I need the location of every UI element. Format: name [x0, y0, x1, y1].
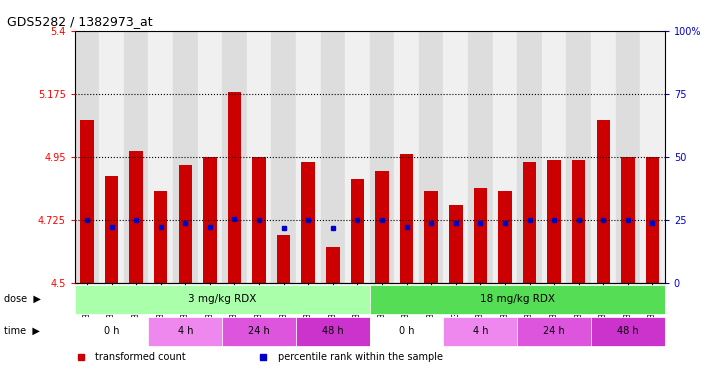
Bar: [375, 171, 389, 283]
Bar: [493, 31, 518, 283]
Bar: [252, 157, 266, 283]
Bar: [518, 31, 542, 283]
Text: 18 mg/kg RDX: 18 mg/kg RDX: [480, 294, 555, 304]
Bar: [75, 317, 149, 346]
Bar: [223, 317, 296, 346]
Bar: [247, 31, 272, 283]
Text: 48 h: 48 h: [322, 326, 343, 336]
Bar: [80, 121, 94, 283]
Bar: [395, 31, 419, 283]
Text: 3 mg/kg RDX: 3 mg/kg RDX: [188, 294, 257, 304]
Text: transformed count: transformed count: [95, 353, 186, 362]
Bar: [370, 31, 395, 283]
Bar: [345, 31, 370, 283]
Bar: [75, 31, 100, 283]
Bar: [351, 179, 364, 283]
Bar: [449, 205, 463, 283]
Bar: [572, 160, 585, 283]
Bar: [223, 31, 247, 283]
Bar: [444, 31, 468, 283]
Text: dose  ▶: dose ▶: [4, 294, 41, 304]
Bar: [154, 190, 168, 283]
Bar: [444, 317, 518, 346]
Bar: [296, 31, 321, 283]
Bar: [616, 31, 640, 283]
Bar: [370, 285, 665, 313]
Text: 48 h: 48 h: [617, 326, 638, 336]
Bar: [370, 317, 444, 346]
Text: GDS5282 / 1382973_at: GDS5282 / 1382973_at: [7, 15, 153, 28]
Bar: [567, 31, 591, 283]
Bar: [277, 235, 290, 283]
Bar: [424, 190, 438, 283]
Bar: [518, 317, 591, 346]
Bar: [100, 31, 124, 283]
Bar: [173, 31, 198, 283]
Bar: [149, 31, 173, 283]
Bar: [198, 31, 223, 283]
Text: 4 h: 4 h: [178, 326, 193, 336]
Bar: [498, 190, 512, 283]
Bar: [542, 31, 567, 283]
Text: 0 h: 0 h: [104, 326, 119, 336]
Bar: [105, 177, 118, 283]
Bar: [419, 31, 444, 283]
Bar: [321, 31, 345, 283]
Bar: [129, 151, 143, 283]
Bar: [640, 31, 665, 283]
Bar: [203, 157, 217, 283]
Bar: [597, 121, 610, 283]
Bar: [326, 247, 340, 283]
Bar: [646, 157, 659, 283]
Bar: [591, 317, 665, 346]
Bar: [272, 31, 296, 283]
Text: 0 h: 0 h: [399, 326, 415, 336]
Bar: [228, 93, 241, 283]
Text: 24 h: 24 h: [248, 326, 270, 336]
Bar: [75, 285, 370, 313]
Bar: [474, 188, 487, 283]
Text: time  ▶: time ▶: [4, 326, 39, 336]
Text: 4 h: 4 h: [473, 326, 488, 336]
Bar: [547, 160, 561, 283]
Bar: [400, 154, 413, 283]
Bar: [301, 162, 315, 283]
Bar: [149, 317, 223, 346]
Bar: [523, 162, 536, 283]
Bar: [296, 317, 370, 346]
Text: 24 h: 24 h: [543, 326, 565, 336]
Bar: [124, 31, 149, 283]
Bar: [178, 165, 192, 283]
Bar: [621, 157, 635, 283]
Bar: [468, 31, 493, 283]
Bar: [591, 31, 616, 283]
Text: percentile rank within the sample: percentile rank within the sample: [278, 353, 443, 362]
